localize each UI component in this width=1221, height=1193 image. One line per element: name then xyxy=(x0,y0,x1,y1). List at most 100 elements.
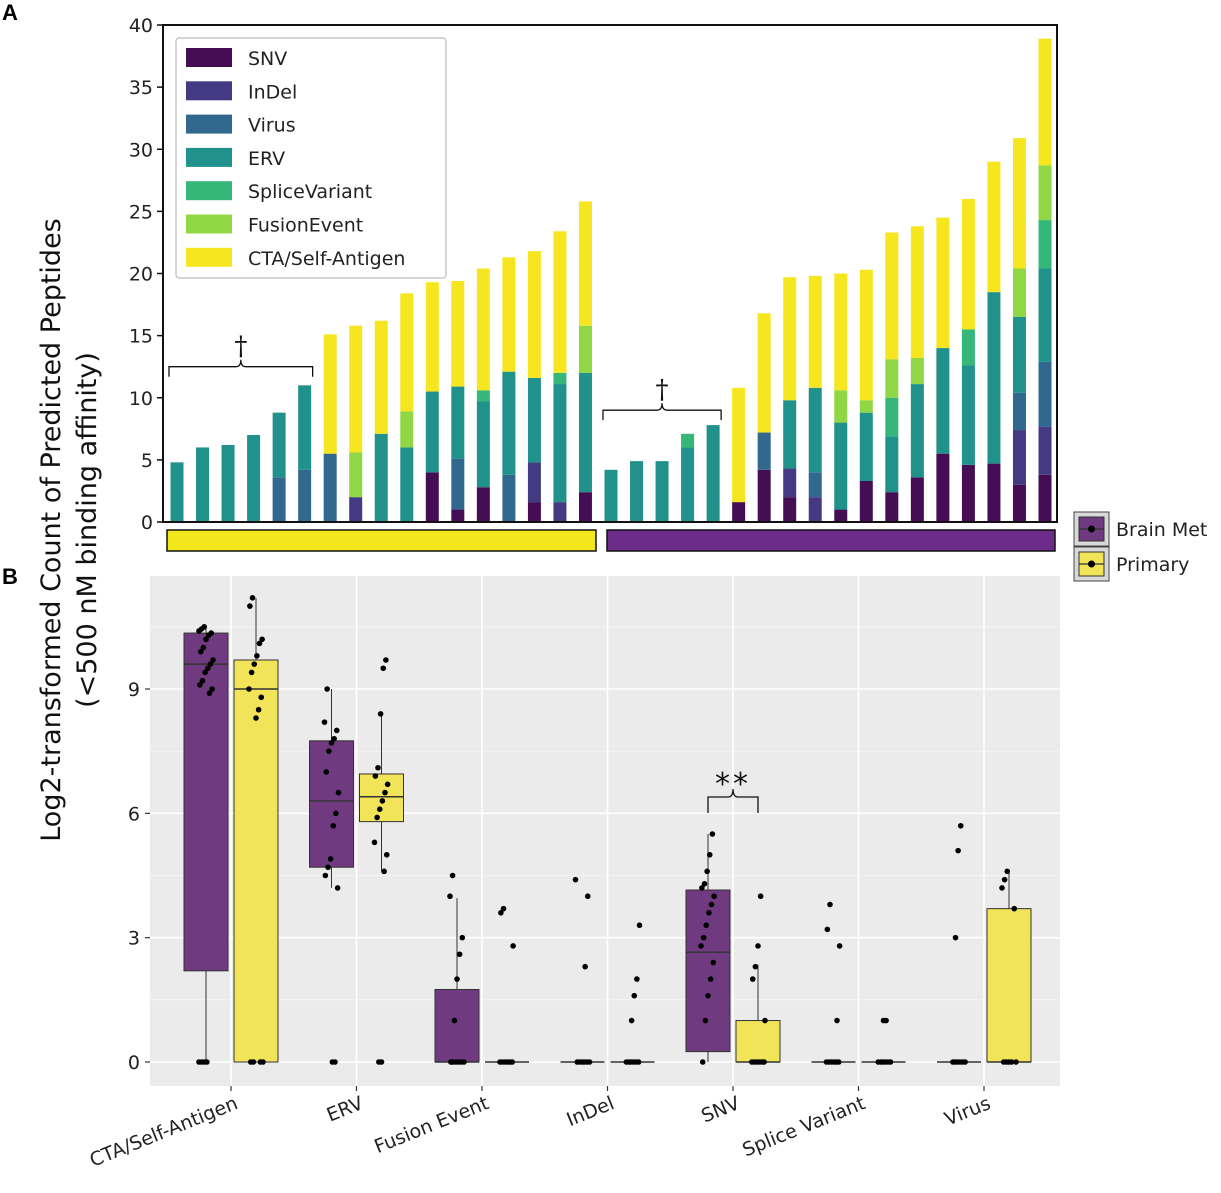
bar-segment-fusionevent xyxy=(400,411,414,448)
bar-segment-cta xyxy=(553,231,567,373)
data-point xyxy=(634,976,640,982)
bar-12 xyxy=(451,280,465,522)
panel-a-legend: SNV InDel Virus ERV SpliceVariant FusionEvent… xyxy=(175,37,447,279)
data-point xyxy=(705,992,711,999)
box-body xyxy=(233,659,279,1063)
bar-segment-erv xyxy=(910,384,924,478)
bar-35 xyxy=(1038,38,1052,522)
bar-segment-erv xyxy=(655,461,669,522)
data-point xyxy=(706,910,712,916)
data-point xyxy=(962,1059,968,1065)
data-point xyxy=(510,943,516,949)
group-legend-item-primary: Primary xyxy=(1073,546,1189,582)
bar-segment-splicevariant xyxy=(476,390,490,402)
bar-segment-virus xyxy=(1012,392,1026,431)
bar-segment-cta xyxy=(936,217,950,349)
bar-segment-erv xyxy=(553,384,567,503)
bar-segment-snv xyxy=(936,453,950,522)
bar-segment-erv xyxy=(451,386,465,459)
data-point xyxy=(572,876,579,883)
legend-box xyxy=(175,37,447,279)
legend-swatch xyxy=(186,214,232,234)
data-point xyxy=(202,669,208,676)
b-ytick-label: 9 xyxy=(128,679,140,701)
category-label: CTA/Self-Antigen xyxy=(87,1092,241,1171)
data-point xyxy=(454,976,460,982)
bar-segment-virus xyxy=(1038,361,1052,427)
box-body xyxy=(986,908,1032,1063)
bar-4 xyxy=(247,435,261,522)
box-erv-primary xyxy=(359,713,404,872)
bar-2 xyxy=(196,447,210,522)
bar-segment-snv xyxy=(451,509,465,522)
bar-segment-erv xyxy=(374,433,388,522)
bar-segment-indel xyxy=(553,502,567,522)
data-point xyxy=(706,851,713,858)
data-point xyxy=(1013,1059,1019,1065)
data-point xyxy=(448,1059,455,1065)
panel-a-letter: A xyxy=(2,0,18,25)
bar-23 xyxy=(732,387,746,522)
bar-segment-snv xyxy=(1012,484,1026,522)
data-point xyxy=(250,1059,257,1065)
data-point xyxy=(1008,1059,1015,1065)
bar-5 xyxy=(272,412,286,522)
bar-segment-snv xyxy=(476,487,490,522)
data-point xyxy=(321,719,328,725)
bar-segment-snv xyxy=(732,502,746,522)
bar-segment-fusionevent xyxy=(349,452,363,498)
bar-segment-indel xyxy=(527,462,541,503)
data-point xyxy=(210,657,216,663)
significance-bracket xyxy=(707,788,759,813)
bar-segment-erv xyxy=(808,387,822,473)
category-label: SNV xyxy=(698,1092,743,1127)
data-point xyxy=(200,644,207,651)
bar-segment-erv xyxy=(783,400,797,469)
data-point xyxy=(461,1059,467,1065)
a-ytick-label: 10 xyxy=(129,388,153,410)
bar-segment-erv xyxy=(961,365,975,465)
y-axis-label-line2: (<500 nM binding affinity) xyxy=(72,352,103,708)
box-virus-primary xyxy=(986,871,1032,1063)
panel-b-points xyxy=(196,595,1019,1065)
data-point xyxy=(197,682,203,688)
bar-segment-snv xyxy=(910,477,924,522)
data-point xyxy=(256,640,263,647)
group-legend-item-brain-met: Brain Met xyxy=(1073,511,1207,547)
data-point xyxy=(834,1017,840,1024)
data-point xyxy=(201,624,208,630)
bar-segment-virus xyxy=(757,432,771,470)
panel-b-y-ticks: 0 3 6 9 xyxy=(128,679,150,1074)
data-point xyxy=(699,885,705,891)
panel-b-significance: ** xyxy=(707,767,759,813)
data-point xyxy=(382,789,388,796)
data-point xyxy=(378,1059,385,1065)
data-point xyxy=(999,885,1005,891)
bar-segment-indel xyxy=(349,497,363,522)
data-point xyxy=(582,963,588,970)
bar-26 xyxy=(808,275,822,522)
data-point xyxy=(584,893,591,900)
data-point xyxy=(260,1059,266,1065)
data-point xyxy=(456,951,463,958)
bar-segment-virus xyxy=(451,458,465,510)
panel-b-category-labels: CTA/Self-Antigen ERV Fusion Event InDel SNVS… xyxy=(87,1086,994,1172)
data-point xyxy=(1011,905,1018,912)
panel-b-background xyxy=(150,576,1060,1086)
data-point xyxy=(326,748,332,754)
bar-segment-splicevariant xyxy=(553,372,567,385)
bar-segment-indel xyxy=(783,468,797,498)
data-point xyxy=(831,1059,838,1065)
data-point xyxy=(248,669,255,676)
box-body xyxy=(309,740,354,868)
panel-b-letter: B xyxy=(2,564,18,589)
bar-segment-cta xyxy=(1012,138,1026,269)
category-label: ERV xyxy=(324,1092,367,1126)
dagger-symbol: † xyxy=(656,375,669,405)
data-point xyxy=(824,926,831,933)
data-point xyxy=(209,686,215,692)
bar-segment-cta xyxy=(757,313,771,433)
bar-segment-splicevariant xyxy=(961,329,975,366)
bar-34 xyxy=(1012,138,1026,522)
panel-a-group-bars xyxy=(166,529,1056,552)
